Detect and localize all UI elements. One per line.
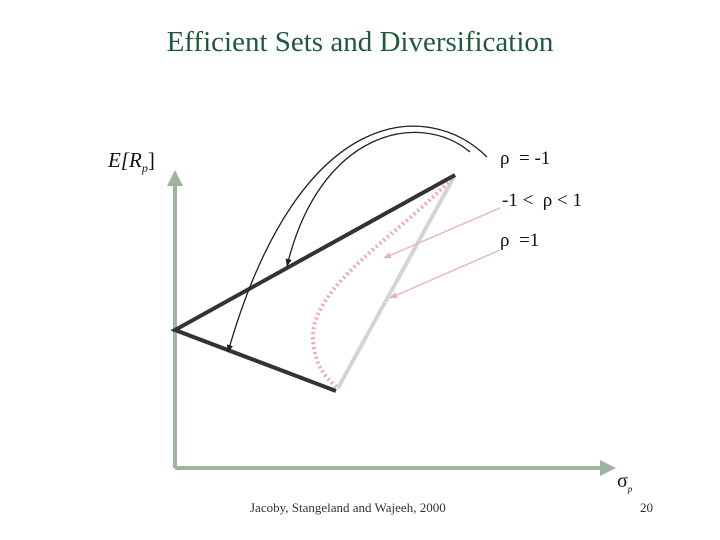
pointer-arrow-rho-between <box>383 207 501 259</box>
frontier-rho-minus-one <box>170 173 456 393</box>
x-axis-label: σp <box>617 470 633 494</box>
pointer-arrow-rho-one <box>389 249 501 299</box>
legend-rho-minus-one: ρ = -1 <box>500 148 551 169</box>
curved-arrow-inner <box>285 131 471 267</box>
y-axis-label: E[Rp] <box>108 148 155 176</box>
frontier-rho-plus-one <box>336 174 457 389</box>
legend-rho-one: ρ =1 <box>500 230 540 251</box>
frontier-rho-between <box>310 173 457 390</box>
legend-rho-between: -1 < ρ < 1 <box>502 190 582 211</box>
slide-title: Efficient Sets and Diversification <box>166 26 554 58</box>
page-number: 20 <box>640 500 653 515</box>
citation: Jacoby, Stangeland and Wajeeh, 2000 <box>250 500 446 515</box>
curved-arrow-outer <box>226 125 488 353</box>
